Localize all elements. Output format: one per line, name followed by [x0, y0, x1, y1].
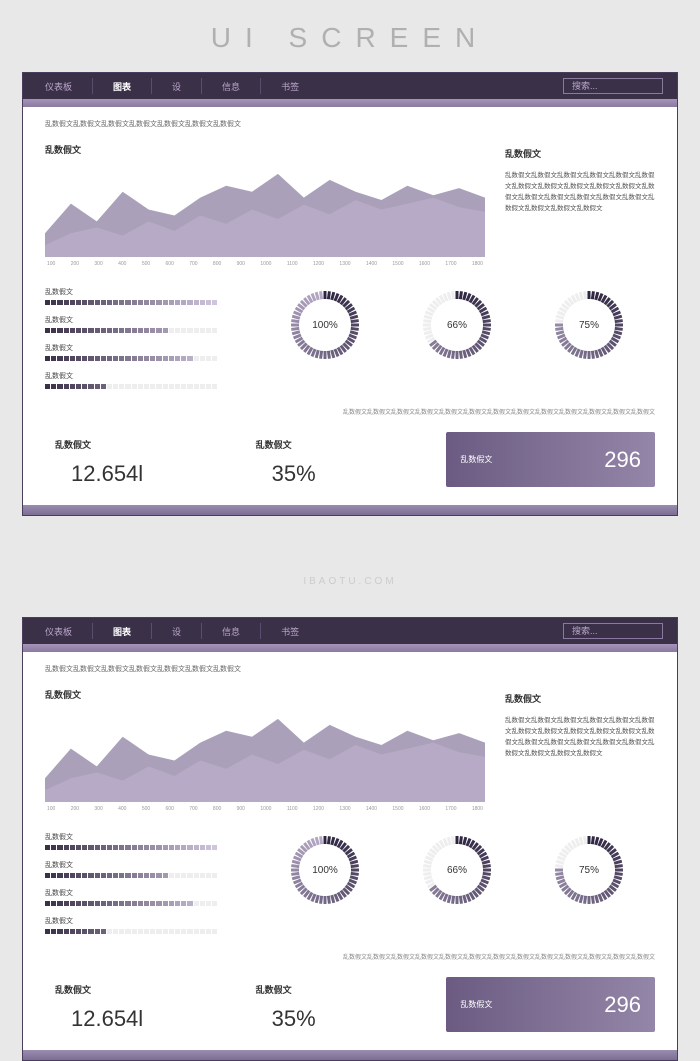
- stat-value: 12.654l: [55, 1006, 236, 1032]
- bar-item: 乱数假文: [45, 860, 235, 878]
- area-chart: [45, 707, 485, 802]
- bar-track: [45, 873, 235, 878]
- gauge-value: 100%: [312, 320, 338, 331]
- stat-card: 乱数假文 296: [446, 977, 655, 1032]
- dashboard-panel: 仪表板 图表 设 信息 书签 乱数假文乱数假文乱数假文乱数假文乱数假文乱数假文乱…: [22, 617, 678, 1061]
- nav-bookmarks[interactable]: 书签: [260, 623, 319, 639]
- gauge: 75%: [551, 287, 627, 363]
- bar-label: 乱数假文: [45, 315, 235, 325]
- top-caption: 乱数假文乱数假文乱数假文乱数假文乱数假文乱数假文乱数假文: [45, 664, 655, 674]
- bar-track: [45, 929, 235, 934]
- area-chart: [45, 162, 485, 257]
- bar-track: [45, 356, 235, 361]
- navbar: 仪表板 图表 设 信息 书签: [23, 73, 677, 99]
- bar-label: 乱数假文: [45, 860, 235, 870]
- stat-card-value: 296: [604, 447, 641, 473]
- nav-charts[interactable]: 图表: [92, 78, 151, 94]
- bar-item: 乱数假文: [45, 371, 235, 389]
- stat-cell-1: 乱数假文 35%: [246, 432, 447, 487]
- bar-track: [45, 300, 235, 305]
- footer-bar: [23, 1050, 677, 1060]
- bar-label: 乱数假文: [45, 371, 235, 381]
- stat-cell-0: 乱数假文 12.654l: [45, 432, 246, 487]
- sub-bar: [23, 99, 677, 107]
- stat-cell-1: 乱数假文 35%: [246, 977, 447, 1032]
- stat-label: 乱数假文: [55, 983, 236, 996]
- stat-cell-0: 乱数假文 12.654l: [45, 977, 246, 1032]
- gauge-value: 66%: [447, 320, 467, 331]
- side-panel-title: 乱数假文: [505, 147, 655, 160]
- bar-label: 乱数假文: [45, 287, 235, 297]
- stat-value: 35%: [256, 461, 437, 487]
- bar-item: 乱数假文: [45, 287, 235, 305]
- stat-card-label: 乱数假文: [460, 999, 604, 1010]
- stat-card-label: 乱数假文: [460, 454, 604, 465]
- search-input[interactable]: [563, 78, 663, 94]
- gauge: 100%: [287, 832, 363, 908]
- segmented-bars: 乱数假文 乱数假文 乱数假文 乱数假文: [45, 832, 235, 944]
- stat-label: 乱数假文: [55, 438, 236, 451]
- gauges-row: 100% 66% 75%: [259, 287, 655, 363]
- side-panel-body: 乱数假文乱数假文乱数假文乱数假文乱数假文乱数假文乱数假文乱数假文乱数假文乱数假文…: [505, 170, 655, 214]
- bar-label: 乱数假文: [45, 343, 235, 353]
- gauge-caption: 乱数假文乱数假文乱数假文乱数假文乱数假文乱数假文乱数假文乱数假文乱数假文乱数假文…: [45, 407, 655, 416]
- stat-label: 乱数假文: [256, 438, 437, 451]
- bar-item: 乱数假文: [45, 343, 235, 361]
- stat-value: 35%: [256, 1006, 437, 1032]
- gauge-value: 66%: [447, 865, 467, 876]
- area-chart-title: 乱数假文: [45, 688, 485, 701]
- gauge: 66%: [419, 287, 495, 363]
- area-chart-title: 乱数假文: [45, 143, 485, 156]
- bar-item: 乱数假文: [45, 832, 235, 850]
- bar-item: 乱数假文: [45, 315, 235, 333]
- bar-item: 乱数假文: [45, 916, 235, 934]
- nav-info[interactable]: 信息: [201, 78, 260, 94]
- bar-label: 乱数假文: [45, 832, 235, 842]
- stat-value: 12.654l: [55, 461, 236, 487]
- bar-label: 乱数假文: [45, 888, 235, 898]
- gauge-value: 75%: [579, 865, 599, 876]
- nav-charts[interactable]: 图表: [92, 623, 151, 639]
- stat-card-value: 296: [604, 992, 641, 1018]
- search-input[interactable]: [563, 623, 663, 639]
- nav-dashboard[interactable]: 仪表板: [37, 623, 92, 639]
- gauge: 75%: [551, 832, 627, 908]
- stat-card: 乱数假文 296: [446, 432, 655, 487]
- area-chart-xticks: 1002003004005006007008009001000110012001…: [45, 261, 485, 267]
- area-chart-xticks: 1002003004005006007008009001000110012001…: [45, 806, 485, 812]
- bar-track: [45, 384, 235, 389]
- side-panel-body: 乱数假文乱数假文乱数假文乱数假文乱数假文乱数假文乱数假文乱数假文乱数假文乱数假文…: [505, 715, 655, 759]
- sub-bar: [23, 644, 677, 652]
- gauge: 100%: [287, 287, 363, 363]
- dashboard-panel: 仪表板 图表 设 信息 书签 乱数假文乱数假文乱数假文乱数假文乱数假文乱数假文乱…: [22, 72, 678, 516]
- gauge-caption: 乱数假文乱数假文乱数假文乱数假文乱数假文乱数假文乱数假文乱数假文乱数假文乱数假文…: [45, 952, 655, 961]
- page-title: UI SCREEN: [0, 0, 700, 72]
- gauge-value: 75%: [579, 320, 599, 331]
- footer-bar: [23, 505, 677, 515]
- bar-track: [45, 901, 235, 906]
- nav-dashboard[interactable]: 仪表板: [37, 78, 92, 94]
- watermark: IBAOTU.COM: [0, 556, 700, 617]
- nav-bookmarks[interactable]: 书签: [260, 78, 319, 94]
- nav-info[interactable]: 信息: [201, 623, 260, 639]
- gauge: 66%: [419, 832, 495, 908]
- gauge-value: 100%: [312, 865, 338, 876]
- segmented-bars: 乱数假文 乱数假文 乱数假文 乱数假文: [45, 287, 235, 399]
- top-caption: 乱数假文乱数假文乱数假文乱数假文乱数假文乱数假文乱数假文: [45, 119, 655, 129]
- side-panel-title: 乱数假文: [505, 692, 655, 705]
- nav-settings[interactable]: 设: [151, 78, 201, 94]
- bar-track: [45, 845, 235, 850]
- gauges-row: 100% 66% 75%: [259, 832, 655, 908]
- bar-label: 乱数假文: [45, 916, 235, 926]
- nav-settings[interactable]: 设: [151, 623, 201, 639]
- bar-track: [45, 328, 235, 333]
- stat-label: 乱数假文: [256, 983, 437, 996]
- bar-item: 乱数假文: [45, 888, 235, 906]
- navbar: 仪表板 图表 设 信息 书签: [23, 618, 677, 644]
